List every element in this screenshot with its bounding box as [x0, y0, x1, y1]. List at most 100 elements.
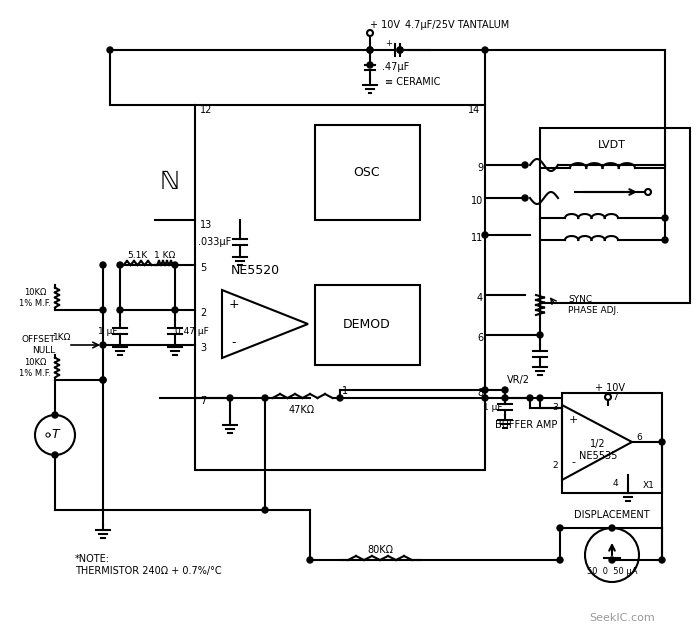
Circle shape: [482, 47, 488, 53]
Bar: [315, 125, 420, 220]
Text: 4: 4: [477, 293, 483, 303]
Circle shape: [522, 195, 528, 201]
Text: ≡ CERAMIC: ≡ CERAMIC: [385, 77, 440, 87]
Circle shape: [262, 395, 268, 401]
Bar: [195, 105, 485, 470]
Text: 11: 11: [470, 233, 483, 243]
Circle shape: [537, 332, 543, 338]
Text: 6: 6: [636, 434, 641, 443]
Circle shape: [117, 262, 123, 268]
Text: 10KΩ
1% M.F.: 10KΩ 1% M.F.: [19, 288, 51, 308]
Text: .47μF: .47μF: [382, 62, 409, 72]
Circle shape: [100, 377, 106, 383]
Text: 5.1K: 5.1K: [127, 251, 147, 261]
Circle shape: [100, 262, 106, 268]
Circle shape: [522, 162, 528, 168]
Text: 14: 14: [468, 105, 480, 115]
Text: 12: 12: [200, 105, 212, 115]
Text: 3: 3: [552, 403, 558, 413]
Circle shape: [367, 62, 373, 68]
Text: 0.47 μF: 0.47 μF: [175, 326, 209, 336]
Text: 7: 7: [612, 392, 618, 401]
Circle shape: [609, 557, 615, 563]
Text: DISPLACEMENT: DISPLACEMENT: [574, 510, 650, 520]
Circle shape: [662, 237, 668, 243]
Text: SYNC
PHASE ADJ.: SYNC PHASE ADJ.: [568, 295, 619, 315]
Text: 8: 8: [477, 388, 483, 398]
Circle shape: [172, 307, 178, 313]
Text: ℕ: ℕ: [160, 170, 180, 194]
Circle shape: [307, 557, 313, 563]
Text: T: T: [51, 429, 59, 441]
Text: + 10V: + 10V: [370, 20, 400, 30]
Circle shape: [609, 525, 615, 531]
Text: 80KΩ: 80KΩ: [367, 545, 393, 555]
Circle shape: [557, 525, 563, 531]
Bar: [562, 393, 662, 493]
Circle shape: [100, 377, 106, 383]
Text: 2: 2: [552, 460, 558, 469]
Circle shape: [52, 412, 58, 418]
Circle shape: [100, 342, 106, 348]
Text: 4.7μF/25V TANTALUM: 4.7μF/25V TANTALUM: [405, 20, 510, 30]
Circle shape: [502, 395, 508, 401]
Circle shape: [107, 47, 113, 53]
Circle shape: [537, 395, 543, 401]
Circle shape: [502, 387, 508, 393]
Circle shape: [397, 47, 403, 53]
Text: *NOTE:
THERMISTOR 240Ω + 0.7%/°C: *NOTE: THERMISTOR 240Ω + 0.7%/°C: [75, 554, 222, 576]
Text: 1 μF: 1 μF: [483, 403, 503, 411]
Bar: [315, 285, 420, 365]
Text: OFFSET
NULL: OFFSET NULL: [21, 335, 55, 355]
Circle shape: [117, 307, 123, 313]
Text: 1 KΩ: 1 KΩ: [154, 251, 176, 261]
Text: +: +: [568, 415, 578, 425]
Circle shape: [100, 307, 106, 313]
Circle shape: [482, 387, 488, 393]
Circle shape: [367, 47, 373, 53]
Text: + 10V: + 10V: [595, 383, 625, 393]
Text: 1KΩ: 1KΩ: [53, 333, 71, 342]
Text: DEMOD: DEMOD: [343, 319, 391, 331]
Circle shape: [262, 507, 268, 513]
Circle shape: [659, 439, 665, 445]
Text: 9: 9: [477, 163, 483, 173]
Circle shape: [662, 215, 668, 221]
Text: 1: 1: [342, 386, 348, 396]
Text: SeekIC.com: SeekIC.com: [589, 613, 655, 623]
Text: +: +: [229, 298, 239, 312]
Circle shape: [659, 557, 665, 563]
Text: 50  0  50 μA: 50 0 50 μA: [587, 567, 637, 576]
Circle shape: [482, 395, 488, 401]
Circle shape: [227, 395, 233, 401]
Text: -: -: [571, 457, 575, 467]
Circle shape: [397, 47, 403, 53]
Text: BUFFER AMP: BUFFER AMP: [495, 420, 558, 430]
Circle shape: [52, 452, 58, 458]
Text: 3: 3: [200, 343, 206, 353]
Text: LVDT: LVDT: [598, 140, 626, 150]
Circle shape: [172, 262, 178, 268]
Text: OSC: OSC: [354, 165, 380, 179]
Text: VR/2: VR/2: [507, 375, 530, 385]
Text: .033μF: .033μF: [198, 237, 232, 247]
Text: -: -: [232, 336, 236, 350]
Text: 1/2
NE5535: 1/2 NE5535: [579, 439, 617, 461]
Text: NE5520: NE5520: [230, 263, 280, 277]
Text: 1 μF: 1 μF: [98, 326, 118, 336]
Text: 7: 7: [200, 396, 206, 406]
Text: +: +: [385, 39, 392, 48]
Text: 6: 6: [477, 333, 483, 343]
Circle shape: [367, 47, 373, 53]
Text: 47KΩ: 47KΩ: [289, 405, 315, 415]
Bar: [540, 128, 690, 303]
Circle shape: [337, 395, 343, 401]
Circle shape: [557, 557, 563, 563]
Text: X1: X1: [643, 481, 655, 490]
Text: 13: 13: [200, 220, 212, 230]
Circle shape: [527, 395, 533, 401]
Text: 10KΩ
1% M.F.: 10KΩ 1% M.F.: [19, 358, 51, 378]
Text: 10: 10: [470, 196, 483, 206]
Text: 4: 4: [612, 478, 618, 488]
Circle shape: [482, 232, 488, 238]
